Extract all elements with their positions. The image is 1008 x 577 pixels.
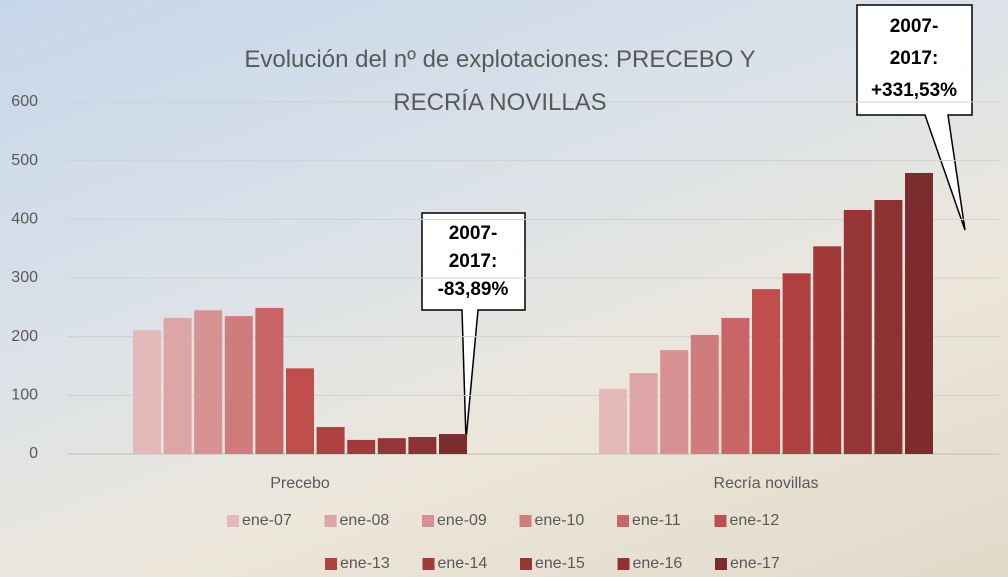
legend-label: ene-11 [632,512,681,529]
y-tick-label: 600 [11,93,38,110]
bar [813,246,842,454]
callout-box [856,4,973,231]
legend-label: ene-15 [535,555,585,572]
bar [874,199,903,454]
bar [660,350,689,454]
legend-swatch [519,515,532,527]
legend-swatch [715,558,727,570]
bar [690,334,719,454]
legend-label: ene-07 [242,512,292,529]
x-tick-label: Precebo [270,475,330,492]
bar [255,307,284,454]
legend-label: ene-17 [730,555,780,572]
annotation-text: 2007- [449,223,498,244]
legend-label: ene-14 [438,555,488,572]
chart-title: Evolución del nº de explotaciones: PRECE… [244,46,756,116]
legend-swatch [520,558,532,570]
x-tick-label: Recría novillas [714,475,819,492]
annotation-text: 2017: [449,251,498,272]
legend-swatch [324,515,337,527]
bar [599,388,627,454]
bar [316,427,345,454]
legend-label: ene-08 [340,512,390,529]
legend-swatch [714,515,727,527]
y-tick-label: 500 [11,152,38,169]
bar [782,273,811,454]
legend-swatch [227,515,239,527]
y-tick-label: 100 [11,387,38,404]
y-tick-label: 400 [11,211,38,228]
bar [439,434,467,454]
legend-swatch [422,558,435,570]
callout-box [421,212,526,441]
annotation-text: 2017: [890,48,939,69]
y-tick-label: 300 [11,269,38,286]
legend-label: ene-12 [730,512,780,529]
annotation-text: +331,53% [871,80,957,101]
legend-label: ene-09 [437,512,487,529]
y-tick-label: 0 [29,445,38,462]
bar [377,438,406,454]
bar [163,317,192,454]
bar [629,373,658,454]
bar [721,317,750,454]
legend-swatch [617,515,629,527]
bar [408,436,437,454]
bar [286,368,314,454]
bar [224,316,253,454]
annotation-text: -83,89% [438,279,509,300]
legend-label: ene-13 [340,555,390,572]
bar [752,289,780,454]
legend-swatch [325,558,337,570]
legend-label: ene-16 [633,555,683,572]
bar [905,172,933,454]
y-tick-label: 200 [11,328,38,345]
legend-swatch [422,515,434,527]
bar [194,310,223,454]
bar [133,330,161,454]
legend-swatch [617,558,630,570]
bar [843,209,872,454]
bar [347,439,376,454]
annotation-text: 2007- [890,16,939,37]
legend-label: ene-10 [535,512,585,529]
